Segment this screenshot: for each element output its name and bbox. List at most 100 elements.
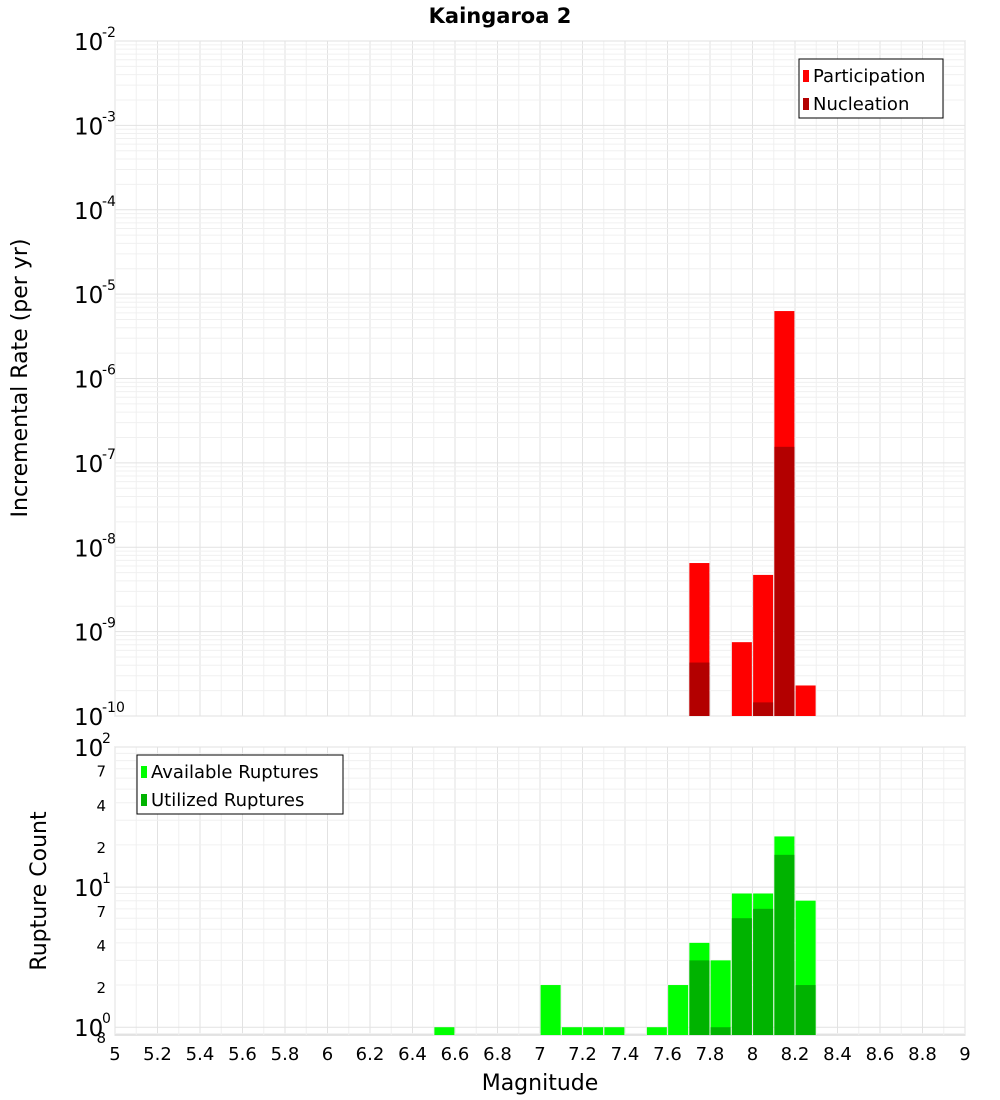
legend-swatch <box>141 794 147 806</box>
svg-text:-6: -6 <box>102 363 116 379</box>
x-tick-label: 7.2 <box>568 1044 597 1065</box>
x-tick-label: 6.6 <box>441 1044 470 1065</box>
y-tick-label: 10-6 <box>74 363 116 394</box>
bar-available-ruptures <box>561 1027 582 1035</box>
svg-text:10: 10 <box>74 705 103 731</box>
x-tick-label: 5.6 <box>228 1044 257 1065</box>
x-tick-label: 6.2 <box>356 1044 385 1065</box>
svg-text:10: 10 <box>74 452 103 478</box>
svg-text:1: 1 <box>102 871 111 887</box>
rate-grid <box>114 40 966 717</box>
svg-text:10: 10 <box>74 536 103 562</box>
svg-text:10: 10 <box>74 30 103 56</box>
bar-participation <box>731 642 752 716</box>
x-tick-label: 7.4 <box>611 1044 640 1065</box>
bar-utilized-ruptures <box>774 854 795 1035</box>
x-tick-label: 5.4 <box>186 1044 215 1065</box>
bar-nucleation <box>753 702 774 716</box>
bar-nucleation <box>689 662 710 716</box>
svg-text:2: 2 <box>102 731 111 747</box>
x-tick-labels: 5 5.2 5.4 5.6 5.8 6 6.2 6.4 6.6 6.8 7 7.2 7.4 7.6 7.8 8… <box>109 1044 970 1065</box>
y-tick-label: 10-8 <box>74 531 116 562</box>
y-tick-label: 10-3 <box>74 109 116 140</box>
y-minor-tick-label: 2 <box>96 979 106 997</box>
bar-available-ruptures <box>710 960 731 1035</box>
y-tick-label: 10-7 <box>74 447 116 478</box>
svg-text:10: 10 <box>74 736 103 762</box>
count-legend: Available Ruptures Utilized Ruptures <box>136 754 344 815</box>
legend-box <box>798 58 944 119</box>
x-tick-label: 5.2 <box>143 1044 172 1065</box>
x-tick-label: 8.8 <box>908 1044 937 1065</box>
x-tick-label: 8.2 <box>781 1044 810 1065</box>
legend-label: Nucleation <box>813 94 909 115</box>
svg-text:-9: -9 <box>102 616 116 632</box>
y-tick-label: 10-5 <box>74 278 116 309</box>
svg-text:10: 10 <box>74 1016 103 1042</box>
x-tick-label: 8.6 <box>866 1044 895 1065</box>
legend-label: Participation <box>813 66 925 87</box>
y-tick-label: 100 <box>74 1011 111 1042</box>
rate-y-axis-label: Incremental Rate (per yr) <box>8 239 33 518</box>
y-minor-tick-label: 8 <box>96 1029 106 1047</box>
legend-label: Utilized Ruptures <box>151 790 304 811</box>
bar-available-ruptures <box>668 985 689 1035</box>
y-minor-tick-label: 4 <box>96 797 106 815</box>
x-tick-label: 6.8 <box>483 1044 512 1065</box>
svg-text:10: 10 <box>74 199 103 225</box>
count-bars <box>434 836 816 1035</box>
x-tick-label: 7.6 <box>653 1044 682 1065</box>
svg-text:-5: -5 <box>102 278 116 294</box>
svg-text:-4: -4 <box>102 194 116 210</box>
x-tick-label: 5.8 <box>271 1044 300 1065</box>
legend-box <box>136 754 344 815</box>
svg-text:-3: -3 <box>102 109 116 125</box>
y-tick-label: 10-10 <box>74 700 125 731</box>
legend-swatch <box>803 98 809 110</box>
y-minor-tick-label: 7 <box>96 763 106 781</box>
x-tick-label: 6.4 <box>398 1044 427 1065</box>
x-tick-label: 8 <box>747 1044 758 1065</box>
x-tick-label: 7 <box>534 1044 545 1065</box>
y-minor-tick-label: 4 <box>96 937 106 955</box>
y-tick-label: 102 <box>74 731 111 762</box>
legend-label: Available Ruptures <box>151 762 319 783</box>
y-tick-label: 10-2 <box>74 25 116 56</box>
svg-text:10: 10 <box>74 283 103 309</box>
bar-available-ruptures <box>434 1027 455 1035</box>
x-tick-label: 9 <box>959 1044 970 1065</box>
bar-available-ruptures <box>540 985 561 1035</box>
count-grid <box>114 746 966 1035</box>
chart-title: Kaingaroa 2 <box>429 4 572 28</box>
bar-participation <box>753 574 774 716</box>
count-y-axis-label: Rupture Count <box>27 811 52 971</box>
svg-text:-7: -7 <box>102 447 116 463</box>
bar-utilized-ruptures <box>731 918 752 1035</box>
bar-nucleation <box>774 446 795 716</box>
x-tick-label: 8.4 <box>823 1044 852 1065</box>
rate-legend: Participation Nucleation <box>798 58 944 119</box>
bar-utilized-ruptures <box>689 960 710 1035</box>
y-minor-tick-label: 7 <box>96 903 106 921</box>
x-tick-label: 6 <box>322 1044 333 1065</box>
svg-text:-10: -10 <box>102 700 125 716</box>
svg-text:-2: -2 <box>102 25 116 41</box>
x-tick-label: 5 <box>109 1044 120 1065</box>
legend-swatch <box>141 766 147 778</box>
y-minor-tick-label: 2 <box>96 839 106 857</box>
bar-available-ruptures <box>646 1027 667 1035</box>
svg-text:10: 10 <box>74 621 103 647</box>
rate-bars <box>689 311 816 716</box>
svg-text:10: 10 <box>74 368 103 394</box>
y-tick-label: 10-9 <box>74 616 116 647</box>
bar-utilized-ruptures <box>710 1027 731 1035</box>
svg-text:10: 10 <box>74 876 103 902</box>
svg-text:10: 10 <box>74 114 103 140</box>
x-axis-label: Magnitude <box>482 1071 599 1096</box>
bar-available-ruptures <box>604 1027 625 1035</box>
